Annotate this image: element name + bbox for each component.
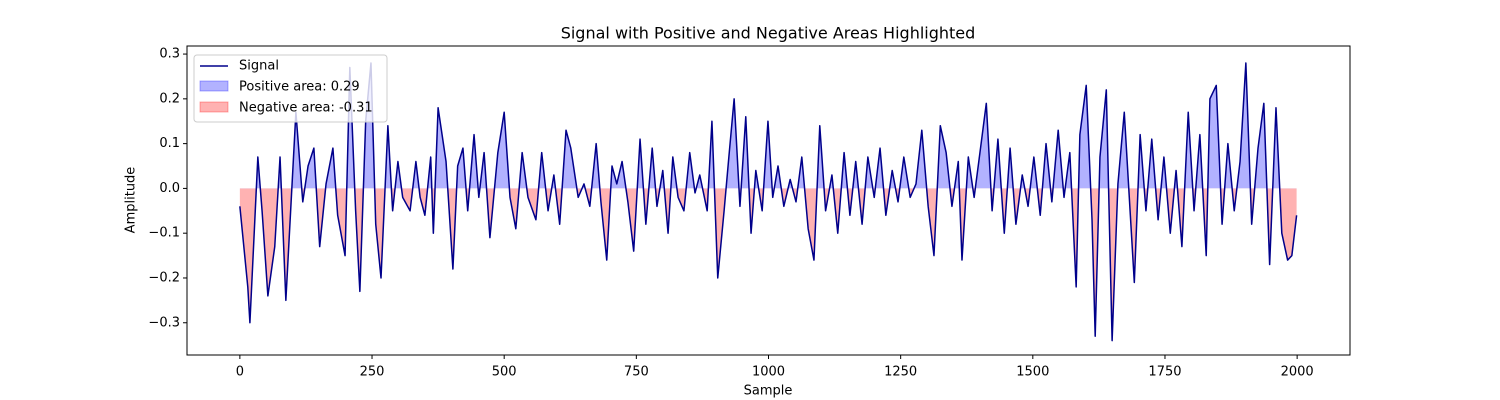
plot-area bbox=[239, 62, 1298, 342]
x-tick-label: 1250 bbox=[884, 365, 917, 380]
y-tick-label: 0.2 bbox=[159, 91, 180, 106]
y-tick-label: 0.1 bbox=[159, 136, 180, 151]
signal-line bbox=[239, 62, 1298, 342]
y-tick-label: 0.0 bbox=[159, 181, 180, 196]
x-tick-label: 1750 bbox=[1148, 365, 1181, 380]
y-axis-label: Amplitude bbox=[124, 167, 139, 234]
x-tick-label: 250 bbox=[360, 365, 385, 380]
y-tick-label: −0.2 bbox=[148, 270, 180, 285]
negative-area bbox=[239, 188, 1297, 341]
y-tick-label: −0.3 bbox=[148, 315, 180, 330]
legend-swatch bbox=[199, 80, 229, 92]
legend-label: Positive area: 0.29 bbox=[239, 80, 360, 95]
x-tick-label: 1500 bbox=[1016, 365, 1049, 380]
x-axis-label: Sample bbox=[744, 384, 793, 399]
legend: Signal Positive area: 0.29 Negative area: … bbox=[193, 54, 388, 123]
legend-box bbox=[193, 54, 388, 123]
chart-title: Signal with Positive and Negative Areas … bbox=[561, 24, 976, 43]
x-tick-label: 500 bbox=[492, 365, 517, 380]
legend-label: Signal bbox=[239, 59, 279, 74]
x-tick-label: 0 bbox=[236, 365, 244, 380]
x-tick-label: 1000 bbox=[752, 365, 785, 380]
x-tick-label: 750 bbox=[624, 365, 649, 380]
legend-label: Negative area: -0.31 bbox=[239, 101, 373, 116]
legend-swatch bbox=[199, 101, 229, 113]
x-tick-label: 2000 bbox=[1281, 365, 1314, 380]
y-tick-label: 0.3 bbox=[159, 47, 180, 62]
y-tick-label: −0.1 bbox=[148, 226, 180, 241]
